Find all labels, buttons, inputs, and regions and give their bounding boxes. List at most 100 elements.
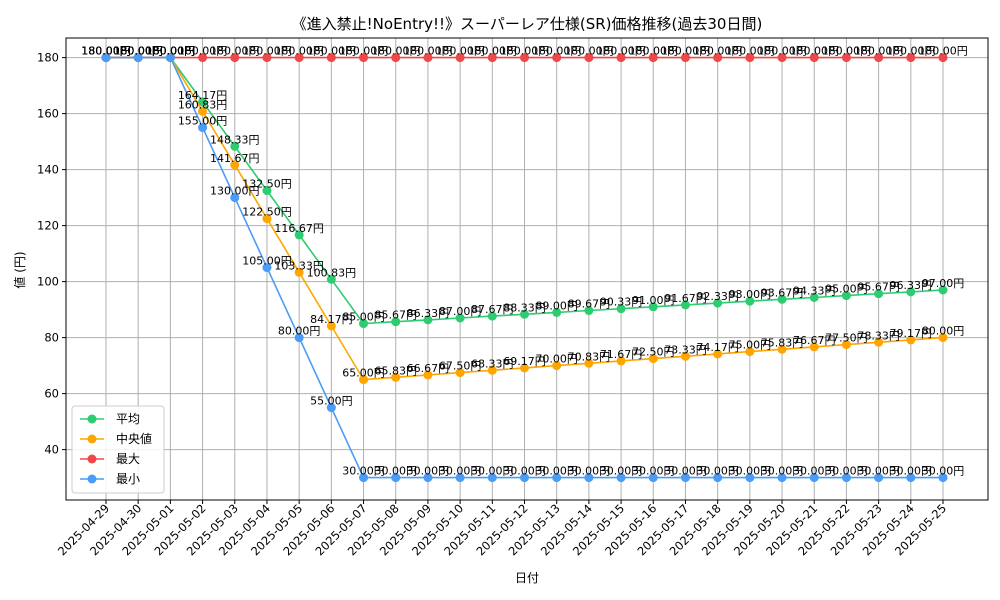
data-label: 85.67円 (374, 309, 417, 322)
x-axis-label: 日付 (515, 571, 539, 585)
data-point (230, 160, 240, 170)
data-point (198, 97, 208, 107)
legend-marker (87, 474, 97, 484)
data-point (262, 263, 272, 273)
data-point (584, 358, 594, 368)
data-label: 30.00円 (825, 465, 868, 478)
data-label: 75.83円 (761, 336, 804, 349)
data-point (230, 53, 240, 63)
data-point (777, 473, 787, 483)
data-point (165, 53, 175, 63)
data-label: 70.00円 (535, 353, 578, 366)
data-label: 94.33円 (793, 284, 836, 297)
data-label: 91.00円 (632, 294, 675, 307)
data-point (423, 315, 433, 325)
data-label: 180.00円 (113, 45, 163, 58)
data-label: 92.33円 (696, 290, 739, 303)
data-point (713, 53, 723, 63)
data-label: 180.00円 (113, 45, 163, 58)
data-point (359, 319, 369, 329)
data-label: 180.00円 (564, 45, 614, 58)
legend-label: 最大 (116, 452, 140, 466)
data-point (938, 473, 948, 483)
data-label: 73.33円 (664, 343, 707, 356)
data-point (616, 473, 626, 483)
data-label: 30.00円 (761, 465, 804, 478)
data-point (520, 473, 529, 483)
data-point (680, 473, 690, 483)
data-point (520, 363, 529, 373)
data-point (874, 289, 884, 299)
data-label: 122.50円 (242, 206, 292, 219)
data-point (391, 317, 401, 327)
data-point (809, 53, 819, 63)
data-label: 180.00円 (886, 45, 936, 58)
data-label: 78.33円 (857, 329, 900, 342)
data-label: 180.00円 (757, 45, 807, 58)
data-label: 180.00円 (596, 45, 646, 58)
data-point (584, 53, 594, 63)
data-point (841, 291, 851, 301)
data-point (680, 300, 690, 310)
data-point (294, 230, 304, 240)
data-point (520, 309, 529, 319)
data-point (874, 53, 884, 63)
data-label: 66.67円 (407, 362, 450, 375)
data-point (680, 351, 690, 361)
data-label: 85.00円 (342, 311, 385, 324)
data-point (713, 349, 723, 359)
y-tick-label: 140 (37, 163, 59, 177)
y-tick-label: 160 (37, 107, 59, 121)
data-label: 95.00円 (825, 283, 868, 296)
data-label: 141.67円 (210, 152, 260, 165)
data-point (262, 186, 272, 196)
data-label: 180.00円 (725, 45, 775, 58)
data-point (584, 473, 594, 483)
data-label: 100.83円 (307, 266, 357, 279)
data-point (520, 53, 529, 63)
data-point (616, 304, 626, 314)
plot-area (65, 37, 989, 501)
data-point (230, 141, 240, 151)
data-label: 70.83円 (568, 350, 611, 363)
data-label: 155.00円 (178, 115, 228, 128)
y-axis-label: 値 (円) (12, 251, 27, 288)
data-label: 89.67円 (568, 298, 611, 311)
data-labels: 180.00円180.00円180.00円164.17円148.33円132.5… (81, 45, 968, 478)
legend-label: 最小 (116, 472, 140, 486)
data-label: 130.00円 (210, 185, 260, 198)
data-point (326, 403, 336, 413)
data-label: 180.00円 (500, 45, 550, 58)
data-point (487, 311, 497, 321)
data-label: 67.50円 (439, 360, 482, 373)
data-label: 30.00円 (503, 465, 546, 478)
data-label: 86.33円 (407, 307, 450, 320)
data-point (745, 473, 755, 483)
data-label: 87.67円 (471, 303, 514, 316)
x-axis-ticks: 2025-04-292025-04-302025-05-012025-05-02… (55, 500, 949, 558)
data-point (841, 340, 851, 350)
data-point (584, 306, 594, 316)
data-point (133, 53, 143, 63)
series-layer (101, 53, 948, 483)
data-point (487, 473, 497, 483)
data-point (648, 53, 658, 63)
data-label: 80.00円 (278, 325, 321, 338)
data-label: 180.00円 (918, 45, 968, 58)
data-label: 30.00円 (664, 465, 707, 478)
data-label: 180.00円 (629, 45, 679, 58)
data-point (423, 473, 433, 483)
data-point (262, 214, 272, 224)
data-point (198, 106, 208, 116)
data-point (198, 53, 208, 63)
data-point (809, 292, 819, 302)
data-label: 180.00円 (178, 45, 228, 58)
data-point (423, 370, 433, 380)
data-point (487, 365, 497, 375)
data-point (294, 267, 304, 277)
data-label: 79.17円 (890, 327, 933, 340)
data-label: 105.00円 (242, 255, 292, 268)
data-label: 180.00円 (242, 45, 292, 58)
data-label: 90.33円 (600, 296, 643, 309)
